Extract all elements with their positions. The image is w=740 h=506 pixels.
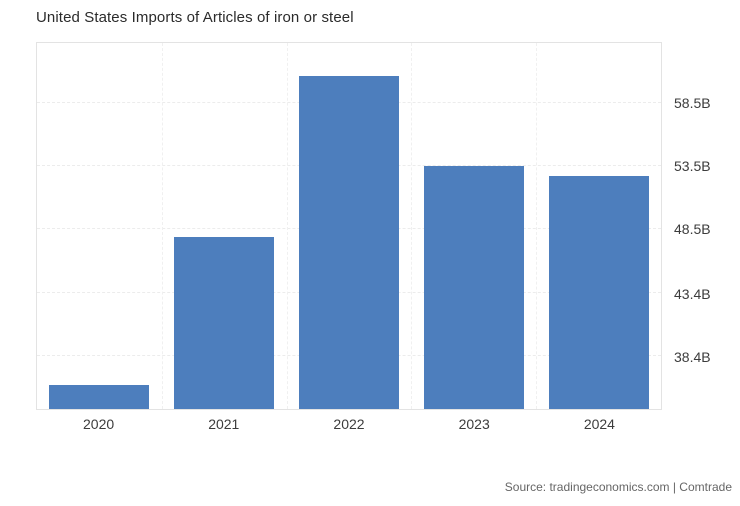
bar-2024[interactable]	[548, 176, 649, 409]
x-axis-tick-label: 2022	[333, 416, 365, 432]
x-gridline	[536, 43, 538, 409]
y-axis-tick-label: 38.4B	[674, 348, 711, 365]
y-axis: 38.4B 43.4B 48.5B 53.5B 58.5B	[668, 42, 738, 410]
bar-2023[interactable]	[423, 166, 524, 409]
x-axis-tick-label: 2023	[458, 416, 490, 432]
x-axis: 2020 2021 2022 2023 2024	[36, 416, 662, 438]
chart-title: United States Imports of Articles of iro…	[36, 9, 354, 26]
y-axis-tick-label: 48.5B	[674, 221, 711, 238]
bar-2020[interactable]	[49, 385, 150, 409]
x-axis-tick-label: 2021	[208, 416, 240, 432]
bar-2022[interactable]	[299, 75, 399, 409]
bar-2021[interactable]	[174, 236, 275, 409]
x-gridline	[286, 43, 288, 409]
y-axis-tick-label: 43.4B	[674, 285, 711, 302]
plot-area	[36, 42, 662, 410]
x-axis-tick-label: 2020	[83, 416, 115, 432]
y-axis-tick-label: 53.5B	[674, 157, 711, 174]
x-gridline	[161, 43, 163, 409]
x-gridline	[411, 43, 413, 409]
y-axis-tick-label: 58.5B	[674, 94, 711, 111]
x-axis-tick-label: 2024	[583, 416, 615, 432]
source-text: Source: tradingeconomics.com | Comtrade	[504, 480, 732, 494]
